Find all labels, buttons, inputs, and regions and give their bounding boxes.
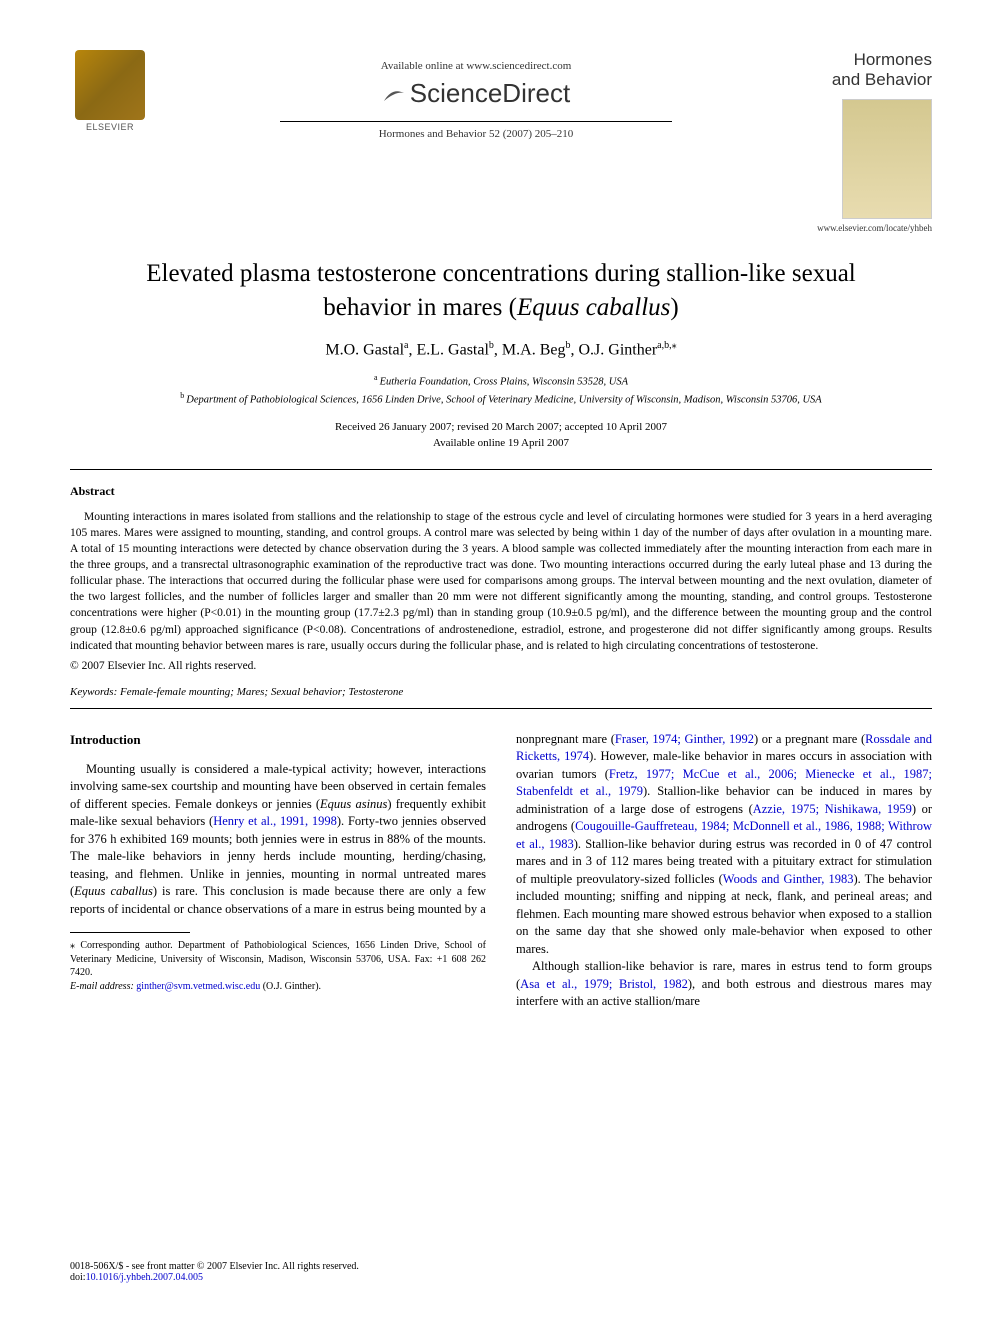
intro-paragraph-1: Mounting usually is considered a male-ty… [70, 761, 486, 919]
abstract-copyright: © 2007 Elsevier Inc. All rights reserved… [70, 660, 932, 672]
email-footnote: E-mail address: ginther@svm.vetmed.wisc.… [70, 980, 486, 994]
sciencedirect-text: ScienceDirect [410, 78, 570, 108]
sciencedirect-brand: ScienceDirect [160, 78, 792, 109]
left-column: Introduction Mounting usually is conside… [70, 731, 486, 1011]
issn-line: 0018-506X/$ - see front matter © 2007 El… [70, 1261, 932, 1272]
available-online-text: Available online at www.sciencedirect.co… [160, 60, 792, 72]
sciencedirect-swoosh-icon [382, 83, 406, 107]
footnote-separator [70, 932, 190, 933]
introduction-heading: Introduction [70, 731, 486, 749]
keywords-label: Keywords: [70, 686, 117, 698]
doi-line: doi:10.1016/j.yhbeh.2007.04.005 [70, 1272, 932, 1283]
header: ELSEVIER Available online at www.science… [70, 50, 932, 233]
abstract-top-rule [70, 469, 932, 470]
ref-link[interactable]: Asa et al., 1979; Bristol, 1982 [520, 977, 688, 991]
affiliations: aEutheria Foundation, Cross Plains, Wisc… [70, 372, 932, 409]
ref-link[interactable]: Fraser, 1974; Ginther, 1992 [615, 732, 754, 746]
journal-cover-image [842, 99, 932, 219]
citation-text: Hormones and Behavior 52 (2007) 205–210 [160, 128, 792, 140]
email-link[interactable]: ginther@svm.vetmed.wisc.edu [134, 981, 263, 992]
authors: M.O. Gastala, E.L. Gastalb, M.A. Begb, O… [70, 340, 932, 359]
journal-name: Hormones and Behavior [792, 50, 932, 91]
corresponding-author-footnote: ⁎ Corresponding author. Department of Pa… [70, 939, 486, 980]
footer: 0018-506X/$ - see front matter © 2007 El… [70, 1261, 932, 1283]
article-title: Elevated plasma testosterone concentrati… [130, 257, 872, 325]
abstract-body: Mounting interactions in mares isolated … [70, 509, 932, 654]
journal-block: Hormones and Behavior www.elsevier.com/l… [792, 50, 932, 233]
center-header: Available online at www.sciencedirect.co… [160, 50, 792, 140]
elsevier-tree-icon [75, 50, 145, 120]
abstract-bottom-rule [70, 708, 932, 709]
elsevier-label: ELSEVIER [86, 122, 134, 132]
body-columns: Introduction Mounting usually is conside… [70, 731, 932, 1011]
article-dates: Received 26 January 2007; revised 20 Mar… [70, 420, 932, 451]
abstract-heading: Abstract [70, 484, 932, 499]
ref-link[interactable]: Henry et al., 1991, 1998 [213, 814, 337, 828]
journal-url: www.elsevier.com/locate/yhbeh [792, 223, 932, 233]
ref-link[interactable]: Azzie, 1975; Nishikawa, 1959 [753, 802, 912, 816]
doi-link[interactable]: 10.1016/j.yhbeh.2007.04.005 [86, 1272, 204, 1283]
header-rule [280, 121, 672, 122]
intro-paragraph-2: Although stallion-like behavior is rare,… [516, 958, 932, 1011]
ref-link[interactable]: Woods and Ginther, 1983 [723, 872, 854, 886]
elsevier-logo: ELSEVIER [70, 50, 150, 140]
keywords: Keywords: Female-female mounting; Mares;… [70, 686, 932, 698]
intro-paragraph-1-cont: nonpregnant mare (Fraser, 1974; Ginther,… [516, 731, 932, 959]
right-column: nonpregnant mare (Fraser, 1974; Ginther,… [516, 731, 932, 1011]
elsevier-logo-block: ELSEVIER [70, 50, 160, 140]
